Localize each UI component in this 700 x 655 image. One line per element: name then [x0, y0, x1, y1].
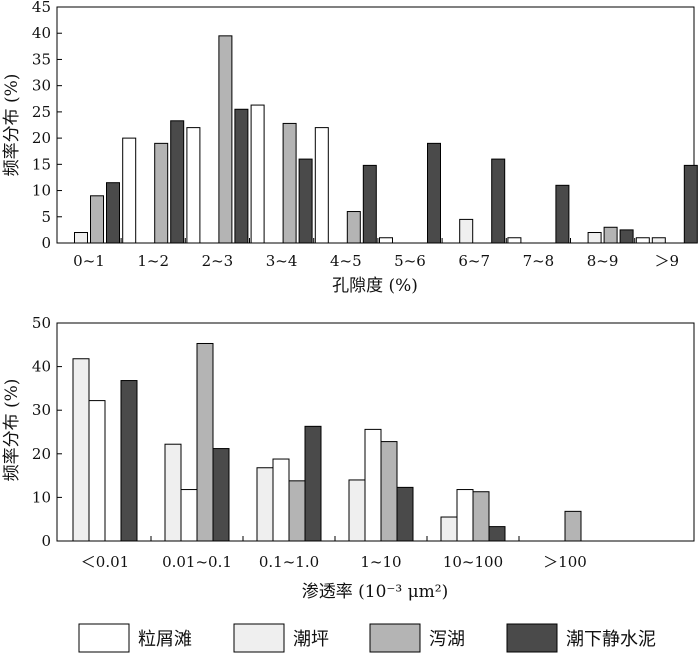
bar-c1-s3-c5	[427, 142, 441, 244]
bar-c1-s3-c6	[491, 158, 506, 244]
bar-c2-s2-c2	[288, 480, 306, 542]
x-tick-label: ＞9	[655, 252, 680, 270]
y-tick-label: 40	[32, 358, 51, 376]
bar-c2-s0-c0	[72, 358, 90, 542]
legend-label: 粒屑滩	[138, 629, 192, 650]
bar-c1-s1-c0	[74, 232, 88, 244]
y-tick-label: 5	[41, 208, 51, 226]
bar-c1-s2-c4	[346, 211, 361, 244]
bar-c2-s3-c1	[212, 448, 230, 542]
bar-c2-s1-c0	[88, 400, 106, 542]
bar-c1-s1-c8	[587, 232, 602, 244]
bar-c1-s2-c0	[90, 195, 104, 244]
bar-c1-s3-c1	[170, 120, 185, 244]
chart-permeability: 0 10 20 30 40 50 ＜0.01 0.01~0.1 0.1~1.0 1~10 10~1…	[2, 314, 695, 602]
x-tick-label: 0.1~1.0	[259, 553, 319, 571]
bar-c1-s3-c7	[555, 184, 570, 244]
x-tick-label: 5~6	[394, 252, 426, 270]
x-tick-label: 10~100	[443, 553, 503, 571]
bar-c2-s0-c3	[348, 479, 366, 542]
x-tick-label: 0~1	[73, 252, 105, 270]
y-tick-label: 30	[32, 77, 51, 95]
bar-c1-s3-c2	[234, 108, 249, 244]
x-tick-label: 3~4	[266, 252, 298, 270]
bar-c2-s3-c4	[488, 526, 506, 542]
bar-c1-s3-c0	[106, 182, 120, 244]
x-tick-label: 4~5	[330, 252, 362, 270]
bar-c2-s1-c4	[456, 489, 474, 542]
bar-c1-s2-c1	[154, 142, 169, 244]
y-tick-label: 40	[32, 24, 51, 42]
x-tick-label: 1~2	[137, 252, 169, 270]
x-axis-label-permeability: 渗透率 (10⁻³ μm²)	[302, 582, 448, 602]
legend-swatch	[78, 623, 130, 653]
y-axis-label-permeability: 频率分布 (%)	[2, 379, 22, 482]
bar-c2-s3-c3	[396, 486, 414, 542]
x-tick-label: 2~3	[202, 252, 234, 270]
bar-c1-s0-c3	[250, 104, 265, 244]
x-tick-label: ＞100	[543, 553, 587, 571]
y-tick-label: 0	[41, 532, 51, 550]
legend-swatch	[369, 623, 421, 653]
bar-c2-s1-c3	[364, 428, 382, 542]
legend-label: 潮下静水泥	[566, 629, 656, 650]
x-tick-label: ＜0.01	[81, 553, 129, 571]
bar-c1-s2-c2	[218, 35, 233, 244]
y-tick-label: 10	[32, 182, 51, 200]
y-tick-label: 20	[32, 129, 51, 147]
bar-c1-s2-c8	[603, 226, 618, 244]
bar-c1-s2-c3	[282, 122, 297, 244]
y-tick-label: 15	[32, 155, 51, 173]
bar-c1-s3-c4	[362, 164, 377, 244]
bar-c2-s0-c2	[256, 467, 274, 542]
y-tick-label: 35	[32, 50, 51, 68]
bar-c2-s3-c0	[120, 380, 138, 542]
bar-c1-s0-c5	[379, 237, 393, 244]
x-tick-label: 8~9	[587, 252, 619, 270]
bar-c1-s0-c4	[314, 127, 329, 244]
x-tick-label: 6~7	[458, 252, 490, 270]
y-tick-label: 10	[32, 488, 51, 506]
bar-c1-s0-c9	[635, 237, 650, 244]
bar-c1-s0-c2	[186, 127, 201, 244]
bar-c2-s1-c1	[180, 489, 198, 542]
bar-c1-s0-c1	[122, 137, 137, 244]
x-axis-label-porosity: 孔隙度 (%)	[332, 276, 418, 296]
y-tick-label: 50	[32, 314, 51, 332]
y-tick-label: 45	[32, 0, 51, 16]
bar-c1-s1-c6	[459, 218, 474, 244]
bar-c1-s3-c8	[619, 229, 634, 244]
x-tick-label: 1~10	[360, 553, 401, 571]
bar-c2-s2-c3	[380, 441, 398, 542]
legend-swatch	[233, 623, 285, 653]
y-axis-label-porosity: 频率分布 (%)	[2, 74, 22, 177]
bar-c2-s0-c4	[440, 516, 458, 542]
y-tick-label: 0	[41, 234, 51, 252]
x-tick-label: 7~8	[523, 252, 555, 270]
bar-c1-s1-c9	[651, 237, 666, 244]
bar-c2-s1-c2	[272, 458, 290, 542]
bar-c1-s3-c9	[683, 164, 698, 244]
legend-label: 潮坪	[293, 629, 329, 650]
bar-c1-s3-c3	[298, 158, 313, 244]
y-tick-label: 25	[32, 103, 51, 121]
bar-c2-s0-c1	[164, 443, 182, 542]
bar-c2-s3-c2	[304, 425, 322, 542]
bar-c2-s2-c4	[472, 491, 490, 542]
legend-swatch	[506, 623, 558, 653]
legend: 粒屑滩 潮坪 泻湖 潮下静水泥	[78, 623, 656, 653]
chart-porosity: 0 5 10 15 20 25 30 35 40 45 0~1 1~2 2~3 3~4 4~5 5~6 6~7…	[2, 0, 698, 296]
x-tick-label: 0.01~0.1	[162, 553, 232, 571]
y-tick-label: 20	[32, 445, 51, 463]
legend-label: 泻湖	[429, 629, 465, 650]
bar-c1-s0-c7	[507, 237, 522, 244]
bar-c2-s2-c1	[196, 342, 214, 542]
y-tick-label: 30	[32, 401, 51, 419]
bar-c2-s2-c5	[564, 510, 582, 542]
